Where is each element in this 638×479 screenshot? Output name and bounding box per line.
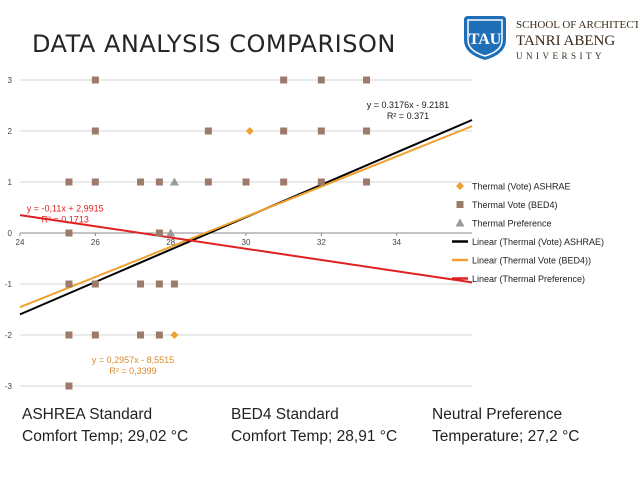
tau-logo-icon: TAU — [464, 16, 506, 60]
legend-label: Thermal Vote (BED4) — [472, 200, 558, 210]
data-point — [155, 229, 163, 237]
logo-sub: UNIVERSITY — [516, 51, 605, 61]
legend-label: Linear (Thermal (Vote) ASHRAE) — [472, 237, 604, 247]
data-point — [280, 127, 288, 135]
data-point — [204, 178, 212, 186]
data-point — [242, 178, 250, 186]
x-tick-label: 34 — [392, 238, 401, 247]
legend-label: Linear (Thermal Vote (BED4)) — [472, 256, 591, 266]
ashrae-line2: Comfort Temp; 29,02 °C — [22, 428, 189, 445]
data-points — [65, 76, 371, 390]
ashrae-line1: ASHREA Standard — [22, 406, 153, 423]
data-point — [91, 331, 99, 339]
y-tick-label: -2 — [5, 331, 13, 340]
ashrae-comfort-note: ASHREA Standard Comfort Temp; 29,02 °C — [22, 404, 188, 448]
data-point — [363, 127, 371, 135]
x-tick-label: 30 — [242, 238, 251, 247]
x-tick-label: 26 — [91, 238, 100, 247]
trendline-equation: y = 0,2957x - 8,5515 — [92, 355, 174, 365]
neutral-preference-note: Neutral Preference Temperature; 27,2 °C — [432, 404, 580, 448]
data-point — [280, 76, 288, 84]
y-tick-label: 2 — [8, 127, 13, 136]
trendline-r2: R² = 0,1713 — [42, 215, 89, 225]
x-tick-label: 28 — [166, 238, 175, 247]
data-point — [65, 331, 73, 339]
data-point — [91, 280, 99, 288]
legend-marker — [456, 182, 464, 190]
data-point — [137, 331, 145, 339]
data-point — [65, 229, 73, 237]
data-point — [363, 76, 371, 84]
x-tick-label: 24 — [16, 238, 25, 247]
neutral-line1: Neutral Preference — [432, 406, 563, 423]
data-point — [170, 331, 179, 339]
data-point — [280, 178, 288, 186]
university-logo: TAU SCHOOL OF ARCHITECTURE TANRI ABENG U… — [460, 12, 638, 62]
logo-mark-text: TAU — [469, 31, 502, 48]
y-tick-label: -3 — [5, 382, 13, 391]
x-tick-label: 32 — [317, 238, 326, 247]
y-tick-label: 3 — [8, 76, 13, 85]
data-point — [363, 178, 371, 186]
data-point — [155, 331, 163, 339]
data-point — [166, 228, 176, 237]
data-point — [317, 178, 325, 186]
data-point — [65, 178, 73, 186]
logo-name: TANRI ABENG — [516, 33, 616, 49]
legend-marker — [455, 218, 465, 227]
legend-marker — [456, 201, 464, 208]
trendline-r2: R² = 0.371 — [387, 111, 429, 121]
trendline — [19, 214, 473, 284]
neutral-line2: Temperature; 27,2 °C — [432, 428, 580, 445]
data-point — [170, 280, 178, 288]
data-point — [137, 280, 145, 288]
trendline-equation: y = 0.3176x - 9.2181 — [367, 100, 449, 110]
data-point — [155, 280, 163, 288]
data-point — [137, 178, 145, 186]
y-tick-label: 1 — [8, 178, 13, 187]
logo-text: SCHOOL OF ARCHITECTURE TANRI ABENG UNIVE… — [516, 20, 638, 61]
legend: Thermal (Vote) ASHRAE Thermal Vote (BED4)… — [452, 182, 604, 284]
y-tick-label: 0 — [8, 229, 13, 238]
data-point — [155, 178, 163, 186]
data-point — [204, 127, 212, 135]
logo-school: SCHOOL OF ARCHITECTURE — [516, 19, 638, 31]
legend-label: Thermal (Vote) ASHRAE — [472, 182, 571, 192]
y-tick-label: -1 — [5, 280, 13, 289]
legend-label: Thermal Preference — [472, 219, 552, 229]
trendline-equation: y = -0,11x + 2,9915 — [27, 204, 104, 214]
x-axis — [19, 232, 472, 236]
slide-title: DATA ANALYSIS COMPARISON — [32, 30, 396, 58]
trendline-r2: R² = 0,3399 — [109, 366, 156, 376]
data-point — [91, 178, 99, 186]
data-point — [91, 76, 99, 84]
data-point — [317, 76, 325, 84]
data-point — [169, 177, 179, 186]
y-axis-ticks: 3 2 1 0 -1 -2 -3 — [5, 76, 13, 391]
bed4-line2: Comfort Temp; 28,91 °C — [231, 428, 398, 445]
bed4-comfort-note: BED4 Standard Comfort Temp; 28,91 °C — [231, 404, 397, 448]
data-point — [65, 280, 73, 288]
data-point — [65, 382, 73, 390]
x-axis-ticks: 24 26 28 30 32 34 — [16, 238, 402, 247]
data-point — [91, 127, 99, 135]
data-point — [245, 127, 254, 135]
bed4-line1: BED4 Standard — [231, 406, 339, 423]
trendline — [19, 125, 473, 309]
legend-label: Linear (Thermal Preference) — [472, 274, 585, 284]
data-point — [317, 127, 325, 135]
